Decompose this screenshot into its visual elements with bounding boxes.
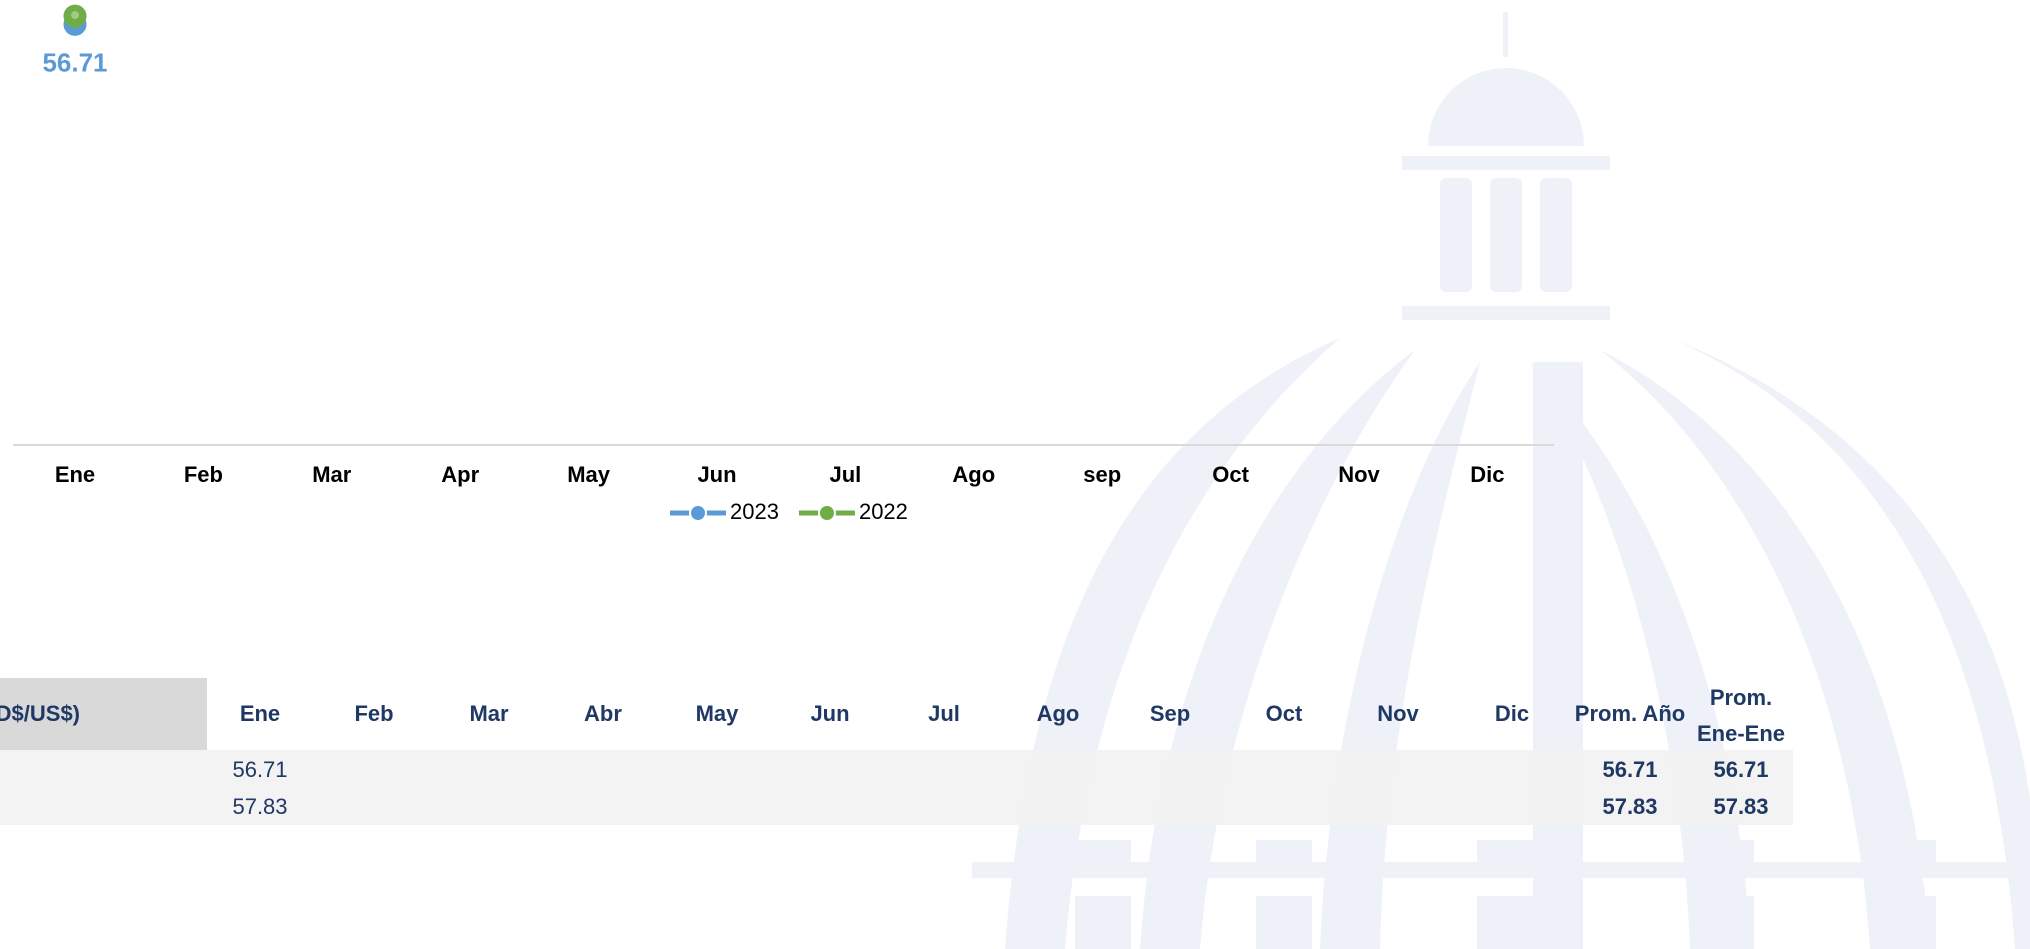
x-tick-label: Nov [1338,462,1380,487]
cell-value: 57.83 [210,789,310,825]
legend-marker [690,505,706,521]
legend-item: 2022 [799,499,908,524]
x-tick-label: Feb [184,462,223,487]
column-header: Ene [195,696,325,732]
x-tick-label: sep [1083,462,1121,487]
column-header: Oct [1219,696,1349,732]
legend-item: 2023 [670,499,779,524]
column-header: Jul [879,696,1009,732]
column-header: Prom. Año [1565,696,1695,732]
column-header: Sep [1105,696,1235,732]
x-tick-label: May [567,462,611,487]
column-header: Abr [538,696,668,732]
column-header: Mar [424,696,554,732]
cell-average: 56.71 [1575,752,1685,788]
x-tick-label: Ago [952,462,995,487]
page: EneFebMarAprMayJunJulAgosepOctNovDic56.7… [0,0,2030,949]
legend-label: 2022 [859,499,908,524]
marker-dot [71,11,79,19]
cell-average: 57.83 [1686,789,1796,825]
cell-average: 56.71 [1686,752,1796,788]
column-header: Ago [993,696,1123,732]
column-header: Feb [309,696,439,732]
x-tick-label: Oct [1212,462,1249,487]
legend-marker [819,505,835,521]
x-tick-label: Ene [55,462,95,487]
cell-average: 57.83 [1575,789,1685,825]
x-tick-label: Apr [441,462,479,487]
x-tick-label: Jun [697,462,736,487]
x-tick-label: Jul [830,462,862,487]
data-label: 56.71 [42,47,107,77]
legend-label: 2023 [730,499,779,524]
row-header-label: D$/US$) [0,696,80,732]
cell-value: 56.71 [210,752,310,788]
column-header: Dic [1447,696,1577,732]
x-tick-label: Mar [312,462,352,487]
column-header: Jun [765,696,895,732]
column-header: Nov [1333,696,1463,732]
column-header: Prom. Ene-Ene [1691,680,1791,752]
column-header: May [652,696,782,732]
x-tick-label: Dic [1470,462,1504,487]
